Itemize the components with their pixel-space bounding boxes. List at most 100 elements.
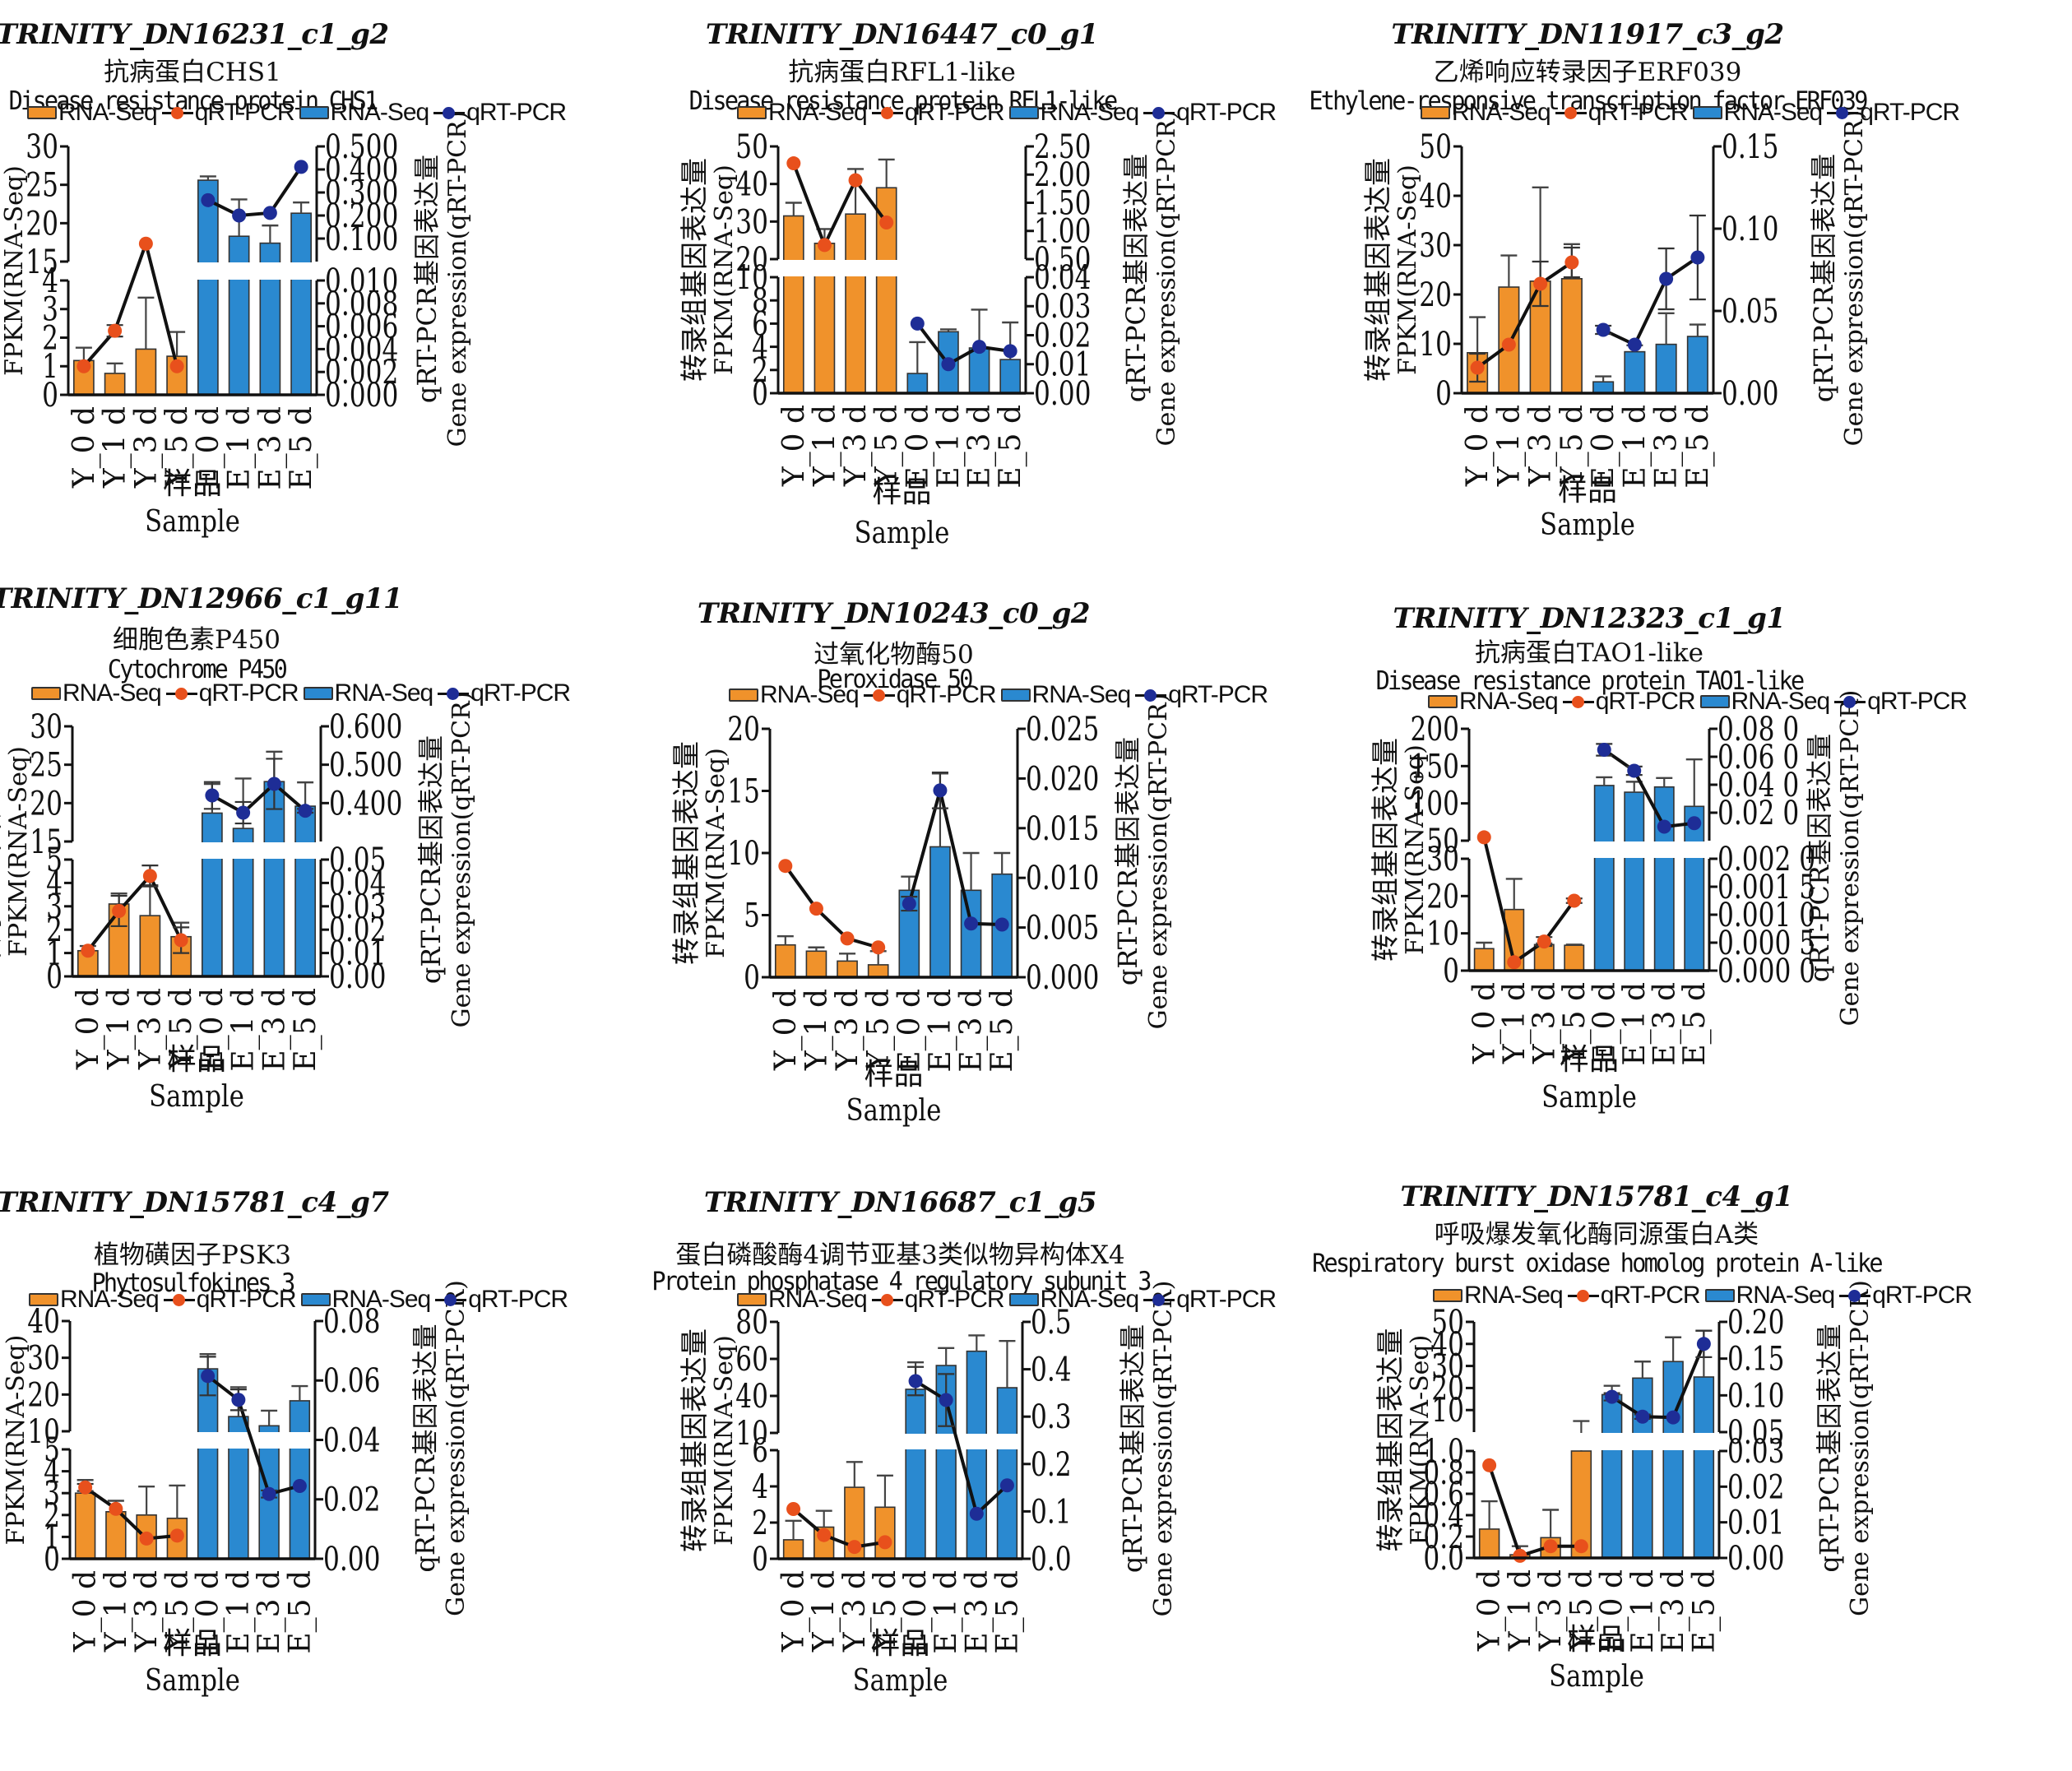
qrtpcr-line [1482, 837, 1576, 966]
rnaseq-bar [782, 215, 804, 394]
x-tick-label: Y_3 d [130, 1570, 164, 1653]
gene-name-en: Protein phosphatase 4 regulatory subunit… [651, 1267, 1152, 1296]
qrtpcr-point [267, 777, 281, 791]
right-tick-label: 0.500 [329, 747, 402, 785]
qrtpcr-point [169, 1528, 184, 1543]
axis-break-band [780, 1434, 1021, 1449]
right-tick-label: 0.5 [1031, 1304, 1072, 1342]
legend-bar-swatch [1008, 106, 1039, 119]
rnaseq-bar [1632, 1377, 1653, 1559]
x-tick-label: Y_5 d [870, 405, 904, 487]
qrtpcr-point [1666, 1410, 1680, 1425]
legend-bar-swatch [1704, 1289, 1735, 1302]
left-tick-label: 40 [1419, 178, 1452, 216]
left-tick-label: 0.0 [1423, 1540, 1464, 1578]
x-tick-label: Y_0 d [1473, 1569, 1507, 1652]
gene-name-cn: 呼吸爆发氧化酶同源蛋白A类 [1434, 1220, 1759, 1249]
left-tick-label: 20 [735, 241, 768, 279]
left-y-title-en: FPKM(RNA-Seq) [2, 1335, 30, 1546]
right-tick-label: 0.08 [323, 1303, 380, 1341]
qrtpcr-line [792, 1507, 886, 1549]
right-tick-label: 0.00 [329, 958, 386, 996]
qrtpcr-point [236, 805, 251, 820]
left-y-title-en: FPKM(RNA-Seq) [0, 165, 29, 376]
left-tick-label: 20 [27, 1377, 60, 1415]
left-y-title-en: FPKM(RNA-Seq) [702, 748, 730, 958]
rnaseq-bar [1478, 1528, 1500, 1559]
legend-bar-swatch [29, 1293, 58, 1306]
right-y-title-cn: qRT-PCR基因表达量 [411, 155, 443, 403]
right-y-title-en: Gene expression(qRT-PCR) [443, 111, 472, 447]
legend-line-marker-icon [1827, 107, 1859, 119]
x-tick-label: E_0 d [892, 989, 926, 1073]
x-tick-label: Y_5 d [165, 988, 198, 1070]
x-tick-label: E_1 d [223, 406, 257, 490]
legend-label: qRT-PCR [1168, 681, 1268, 708]
bars [774, 772, 1013, 978]
qrtpcr-point [969, 1506, 984, 1521]
legend: RNA-Seq qRT-PCR RNA-Seq qRT-PCR [27, 99, 571, 127]
qrtpcr-point [1596, 322, 1611, 337]
gene-name-cn: 抗病蛋白RFL1-like [788, 58, 1016, 87]
right-tick-label: 0.100 [325, 220, 398, 258]
x-tick-label: Y_3 d [838, 1570, 872, 1653]
bars [74, 1352, 311, 1560]
gene-id-title: TRINITY_DN11917_c3_g2 [1391, 18, 1784, 51]
gene-id-title: TRINITY_DN10243_c0_g2 [697, 597, 1091, 630]
right-tick-label: 0.600 [329, 708, 402, 746]
qrtpcr-point [142, 869, 157, 883]
left-y-title-en: FPKM(RNA-Seq) [1393, 165, 1422, 375]
rnaseq-bar [782, 1539, 804, 1560]
left-tick-label: 0 [42, 377, 58, 415]
gene-name-cn: 植物磺因子PSK3 [94, 1240, 291, 1270]
right-tick-label: 0.005 [1026, 910, 1099, 948]
rnaseq-bar [135, 348, 157, 396]
x-tick-label: E_3 d [253, 406, 287, 490]
x-tick-label: E_5 d [285, 406, 318, 490]
legend-line-marker-icon [1839, 1290, 1871, 1302]
left-tick-label: 10 [1426, 916, 1459, 953]
axes: 01234152025300.0000.0020.0040.0060.0080.… [0, 111, 472, 539]
bars [782, 1334, 1018, 1560]
right-tick-label: 0.001 5 [1717, 869, 1815, 906]
right-y-title-en: Gene expression(qRT-PCR) [447, 692, 476, 1028]
left-tick-label: 0 [1443, 953, 1459, 990]
legend-line-marker-icon [1135, 689, 1167, 702]
legend-label: RNA-Seq [58, 99, 158, 126]
legend-line-marker-icon [438, 688, 470, 700]
qrtpcr-point [933, 783, 948, 798]
qrtpcr-lines [1482, 1329, 1713, 1563]
right-tick-label: 0.025 [1026, 711, 1099, 749]
left-y-title-en: FPKM(RNA-Seq) [710, 165, 739, 375]
right-tick-label: 0.000 5 [1717, 925, 1815, 962]
axes: 0246810203040500.000.010.020.030.040.501… [679, 110, 1181, 550]
left-tick-label: 2 [752, 352, 768, 390]
legend-bar-swatch [1008, 1293, 1039, 1306]
rnaseq-bar [1473, 948, 1495, 971]
qrtpcr-point [999, 1478, 1014, 1493]
x-tick-label: Y_1 d [1492, 405, 1526, 487]
x-tick-label: E_0 d [1587, 405, 1620, 489]
qrtpcr-point [1627, 337, 1642, 352]
right-tick-label: 0.01 [1034, 346, 1091, 384]
left-tick-label: 30 [30, 708, 63, 746]
x-tick-label: Y_1 d [100, 1570, 133, 1653]
left-tick-label: 5 [44, 1431, 60, 1469]
qrtpcr-point [1501, 337, 1516, 352]
qrtpcr-point [109, 1501, 123, 1516]
qrtpcr-point [298, 804, 313, 818]
legend-bar-swatch [1692, 106, 1722, 119]
qrtpcr-point [941, 357, 956, 372]
rnaseq-bar [1592, 381, 1615, 394]
left-tick-label: 0 [744, 959, 760, 997]
qrtpcr-line [1487, 1464, 1582, 1558]
legend-bar-swatch [1433, 1289, 1462, 1302]
x-axis-title-en: Sample [855, 516, 950, 550]
legend-label: RNA-Seq [1452, 99, 1551, 126]
x-axis-title-cn: 样品 [870, 1627, 929, 1661]
legend-qrtpcr-young: qRT-PCR [161, 99, 295, 127]
x-tick-label: Y_0 d [72, 988, 105, 1070]
legend-label: RNA-Seq [1464, 1282, 1564, 1309]
